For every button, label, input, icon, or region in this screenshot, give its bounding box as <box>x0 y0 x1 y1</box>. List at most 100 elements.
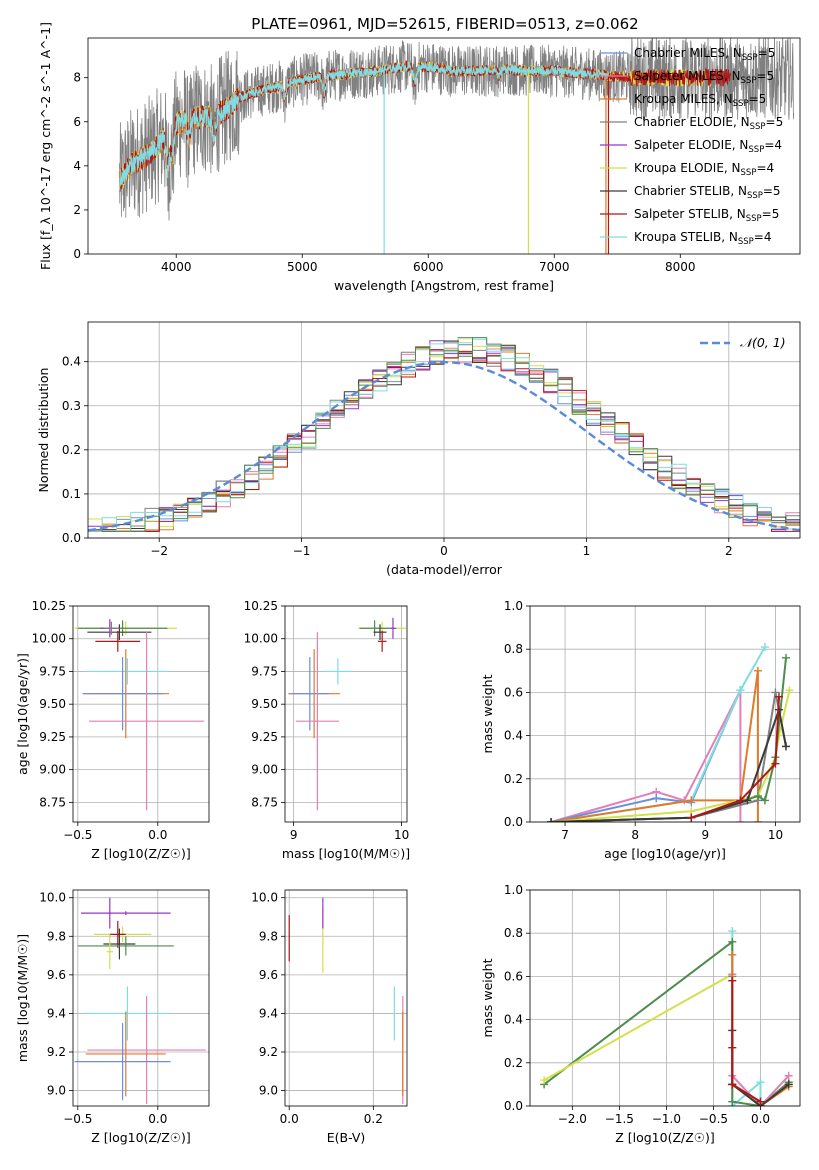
weight-line <box>550 646 766 822</box>
errorbar-point <box>109 920 126 948</box>
y-tick-label: 0.4 <box>62 355 81 369</box>
y-axis-label: mass weight <box>480 674 495 753</box>
y-axis-label: Flux [f_λ 10^-17 erg cm^-2 s^-1 A^-1] <box>38 22 53 270</box>
y-axis-label: Normed distribution <box>36 368 51 493</box>
errorbar-point <box>77 936 174 956</box>
marker <box>728 937 737 946</box>
y-tick-label: 4 <box>73 159 81 173</box>
panel-weight_vs_age: 7 8 9 10 0.0 0.2 0.4 0.6 0.8 1.0 age [log10(age/yr… <box>480 599 801 861</box>
y-tick-label: 8 <box>73 71 81 85</box>
y-tick-label: 0.0 <box>62 531 81 545</box>
x-tick-label: −2 <box>150 544 168 558</box>
x-tick-label: 5000 <box>287 260 318 274</box>
x-tick-label: 2 <box>725 544 733 558</box>
x-tick-label: 0.2 <box>364 1112 383 1126</box>
y-tick-label: 1.0 <box>504 883 523 897</box>
y-tick-label: 9.8 <box>47 929 66 943</box>
panel-mass_vs_Z: −0.5 0.0 9.0 9.2 9.4 9.6 9.8 10.0 Z [log10(Z/Z☉)… <box>15 889 210 1145</box>
x-tick-label: 8000 <box>665 260 696 274</box>
axes-frame <box>72 605 210 823</box>
y-tick-label: 0.4 <box>504 729 523 743</box>
marker <box>736 818 745 822</box>
errorbar-point <box>77 620 168 637</box>
marker <box>728 976 737 985</box>
x-tick-label: 7000 <box>539 260 570 274</box>
errorbar-point <box>373 624 387 641</box>
y-tick-label: 0.2 <box>504 1056 523 1070</box>
model-kroupa-stelib <box>119 62 609 191</box>
panel-residuals: −2 −1 0 1 2 0.0 0.1 0.2 0.3 0.4 (data-model)/error… <box>36 321 801 577</box>
y-tick-label: 10.00 <box>32 632 66 646</box>
y-tick-label: 10.25 <box>244 599 278 613</box>
marker <box>547 818 556 822</box>
y-tick-label: 9.50 <box>251 697 278 711</box>
y-tick-label: 10.0 <box>39 891 66 905</box>
x-tick-label: 6000 <box>413 260 444 274</box>
marker <box>774 692 783 701</box>
marker <box>743 796 752 805</box>
errorbar-point <box>81 911 171 916</box>
y-tick-label: 0.2 <box>504 772 523 786</box>
marker <box>728 927 737 936</box>
marker <box>728 1097 737 1106</box>
panel-spectrum: 4000 5000 6000 7000 8000 0 2 4 6 8 wavelength [Ang… <box>38 22 801 293</box>
legend-label: Salpeter ELODIE, NSSP=4 <box>634 138 782 155</box>
legend-label: Kroupa MILES, NSSP=5 <box>634 92 766 109</box>
marker <box>784 1080 793 1089</box>
x-tick-label: 0 <box>440 544 448 558</box>
y-tick-label: 9.4 <box>47 1006 66 1020</box>
legend-label: Kroupa ELODIE, NSSP=4 <box>634 161 774 178</box>
y-tick-label: 9.00 <box>39 763 66 777</box>
x-tick-label: 10 <box>768 828 783 842</box>
y-tick-label: 9.2 <box>47 1045 66 1059</box>
x-tick-label: 0.0 <box>751 1112 770 1126</box>
errorbar-point <box>74 1023 171 1101</box>
marker <box>728 1080 737 1089</box>
y-tick-label: 10.25 <box>32 599 66 613</box>
y-tick-label: 9.00 <box>251 763 278 777</box>
x-axis-label: (data-model)/error <box>386 562 503 577</box>
marker <box>781 742 790 751</box>
plot-area-weight_vs_Z <box>540 927 793 1106</box>
axes-frame <box>87 37 801 255</box>
x-axis-label: age [log10(age/yr)] <box>604 846 726 861</box>
y-tick-label: 0.8 <box>504 642 523 656</box>
y-tick-label: 10.0 <box>251 891 278 905</box>
legend-label: Chabrier MILES, NSSP=5 <box>634 46 775 63</box>
marker <box>728 950 737 959</box>
legend: Chabrier MILES, NSSP=5 Salpeter MILES, NS… <box>600 46 783 247</box>
histogram-chabrier-elodie <box>88 342 800 532</box>
y-tick-label: 0.2 <box>62 443 81 457</box>
x-tick-label: −1 <box>293 544 311 558</box>
errorbar-point <box>89 632 205 811</box>
marker <box>736 796 745 805</box>
marker <box>753 792 762 801</box>
x-tick-label: −1.0 <box>652 1112 681 1126</box>
x-axis-label: mass [log10(M/M☉)] <box>282 846 410 861</box>
y-tick-label: 0.1 <box>62 487 81 501</box>
legend-label: Chabrier ELODIE, NSSP=5 <box>634 115 783 132</box>
plot-area-mass_vs_Z <box>74 897 206 1105</box>
marker <box>728 1043 737 1052</box>
errorbar-point <box>87 624 152 641</box>
x-axis-label: E(B-V) <box>327 1130 366 1145</box>
y-tick-label: 2 <box>73 203 81 217</box>
x-tick-label: 1 <box>583 544 591 558</box>
y-axis-label: mass weight <box>480 958 495 1037</box>
legend-label: Kroupa STELIB, NSSP=4 <box>634 230 772 247</box>
weight-line <box>550 689 791 822</box>
y-tick-label: 0.6 <box>504 969 523 983</box>
y-tick-label: 9.25 <box>39 730 66 744</box>
marker <box>753 818 762 822</box>
axes-frame <box>284 605 408 823</box>
plot-area-spectrum <box>119 38 795 254</box>
errorbar-point <box>108 897 112 929</box>
marker <box>771 759 780 768</box>
legend-label: Chabrier STELIB, NSSP=5 <box>634 184 781 201</box>
errorbar-point <box>377 630 387 652</box>
marker <box>753 666 762 675</box>
y-tick-label: 0.6 <box>504 685 523 699</box>
legend: 𝒩(0, 1) <box>700 335 786 350</box>
histogram-salpeter-miles <box>88 347 800 532</box>
